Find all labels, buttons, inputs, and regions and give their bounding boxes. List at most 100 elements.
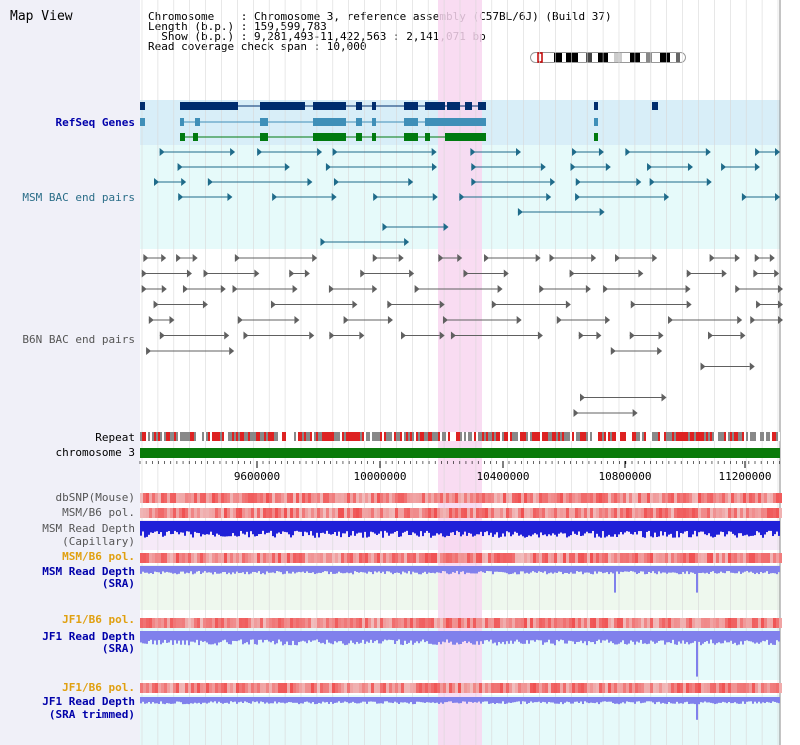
jf1-depth-trim-bar xyxy=(284,697,286,704)
jf1-depth-trim-bar xyxy=(166,697,168,704)
msm-b6-pol-heat xyxy=(368,508,371,518)
chromosome-ideogram[interactable] xyxy=(530,52,686,63)
dbsnp-heat xyxy=(197,493,200,503)
jf1-b6-pol2-heat xyxy=(335,683,338,693)
msm-depth-cap-bar xyxy=(712,521,714,538)
msm-depth-cap-bar xyxy=(574,521,576,534)
jf1-depth-sra-bar xyxy=(490,631,492,640)
b6n-bac-pair-end xyxy=(243,331,249,340)
msm-b6-pol-heat xyxy=(290,508,293,518)
jf1-depth-trim-bar xyxy=(474,697,476,703)
msm-b6-pol-heat xyxy=(356,508,359,518)
jf1-depth-trim-bar xyxy=(602,697,604,702)
msm-b6-pol-heat xyxy=(224,508,227,518)
msm-b6-pol2-heat xyxy=(779,553,782,563)
repeat-mark xyxy=(252,432,254,441)
jf1-depth-trim-bar xyxy=(598,697,600,705)
repeat-mark xyxy=(314,432,316,441)
jf1-depth-trim-bar xyxy=(462,697,464,702)
dbsnp-heat xyxy=(671,493,674,503)
b6n-bac-pair-end xyxy=(329,331,335,340)
msm-b6-pol2-heat xyxy=(662,553,665,563)
label-refseq-genes[interactable]: RefSeq Genes xyxy=(55,116,135,129)
jf1-depth-trim-bar xyxy=(480,697,482,704)
b6n-bac-pair-end xyxy=(176,254,182,262)
jf1-depth-sra-bar xyxy=(200,631,202,641)
jf1-b6-pol2-heat xyxy=(698,683,701,693)
b6n-bac-pair-end xyxy=(360,269,366,278)
repeat-mark xyxy=(626,432,628,441)
jf1-b6-pol-heat xyxy=(335,618,338,628)
jf1-depth-trim-bar xyxy=(164,697,166,705)
jf1-b6-pol2-heat xyxy=(683,683,686,693)
msm-depth-sra-bar xyxy=(478,566,480,572)
dbsnp-heat xyxy=(203,493,206,503)
msm-depth-sra-bar xyxy=(210,566,212,573)
jf1-depth-trim-bar xyxy=(654,697,656,705)
msm-depth-cap-bar xyxy=(682,521,684,534)
msm-depth-cap-bar xyxy=(758,521,760,533)
jf1-b6-pol2-heat xyxy=(299,683,302,693)
jf1-depth-sra-bar xyxy=(654,631,656,644)
dbsnp-heat xyxy=(272,493,275,503)
jf1-depth-trim-bar xyxy=(684,697,686,703)
jf1-depth-trim-bar xyxy=(592,697,594,703)
jf1-depth-trim-bar xyxy=(716,697,718,704)
b6n-bac-pair-end xyxy=(343,316,349,324)
msm-b6-pol2-heat xyxy=(347,553,350,563)
jf1-b6-pol2-heat xyxy=(578,683,581,693)
msm-b6-pol-heat xyxy=(560,508,563,518)
jf1-b6-pol-heat xyxy=(506,618,509,628)
msm-depth-sra-bar xyxy=(376,566,378,573)
jf1-b6-pol2-heat xyxy=(302,683,305,693)
jf1-depth-sra-bar xyxy=(354,631,356,645)
msm-depth-sra-bar xyxy=(194,566,196,574)
msm-depth-sra-bar xyxy=(160,566,162,575)
repeat-mark xyxy=(276,432,278,441)
msm-depth-sra-bar xyxy=(442,566,444,572)
jf1-depth-trim-bar xyxy=(224,697,226,703)
msm-b6-pol2-heat xyxy=(212,553,215,563)
msm-depth-sra-bar xyxy=(244,566,246,575)
jf1-b6-pol2-heat xyxy=(185,683,188,693)
msm-b6-pol-heat xyxy=(779,508,782,518)
msm-b6-pol2-heat xyxy=(164,553,167,563)
msm-depth-sra-bar xyxy=(710,566,712,572)
msm-depth-cap-bar xyxy=(434,521,436,536)
jf1-b6-pol-heat xyxy=(476,618,479,628)
msm-depth-cap-bar xyxy=(664,521,666,532)
msm-bac-pair-end xyxy=(257,148,263,156)
msm-depth-cap-bar xyxy=(464,521,466,532)
repeat-mark xyxy=(470,432,472,441)
jf1-depth-trim-bar xyxy=(626,697,628,702)
jf1-b6-pol-heat xyxy=(518,618,521,628)
repeat-mark xyxy=(510,432,512,441)
dbsnp-heat xyxy=(245,493,248,503)
msm-depth-cap-bar xyxy=(608,521,610,535)
jf1-b6-pol2-heat xyxy=(188,683,191,693)
jf1-b6-pol-heat xyxy=(713,618,716,628)
jf1-b6-pol2-heat xyxy=(254,683,257,693)
msm-depth-cap-bar xyxy=(144,521,146,538)
msm-depth-sra-bar xyxy=(378,566,380,572)
jf1-depth-sra-bar xyxy=(642,631,644,644)
msm-bac-pair-end xyxy=(599,208,605,216)
dbsnp-heat xyxy=(389,493,392,503)
msm-depth-cap-bar xyxy=(534,521,536,534)
msm-b6-pol2-heat xyxy=(584,553,587,563)
label-b6n-bac[interactable]: B6N BAC end pairs xyxy=(22,333,135,346)
repeat-mark xyxy=(716,432,718,441)
jf1-depth-sra-bar xyxy=(772,631,774,645)
repeat-mark xyxy=(764,432,766,441)
msm-depth-cap-bar xyxy=(554,521,556,535)
msm-depth-cap-bar xyxy=(406,521,408,531)
label-msm-bac[interactable]: MSM BAC end pairs xyxy=(22,191,135,204)
dbsnp-heat xyxy=(386,493,389,503)
msm-b6-pol2-heat xyxy=(452,553,455,563)
msm-depth-cap-bar xyxy=(586,521,588,532)
repeat-mark xyxy=(712,432,714,441)
jf1-depth-trim-bar xyxy=(644,697,646,703)
msm-b6-pol-heat xyxy=(674,508,677,518)
msm-b6-pol-heat xyxy=(650,508,653,518)
